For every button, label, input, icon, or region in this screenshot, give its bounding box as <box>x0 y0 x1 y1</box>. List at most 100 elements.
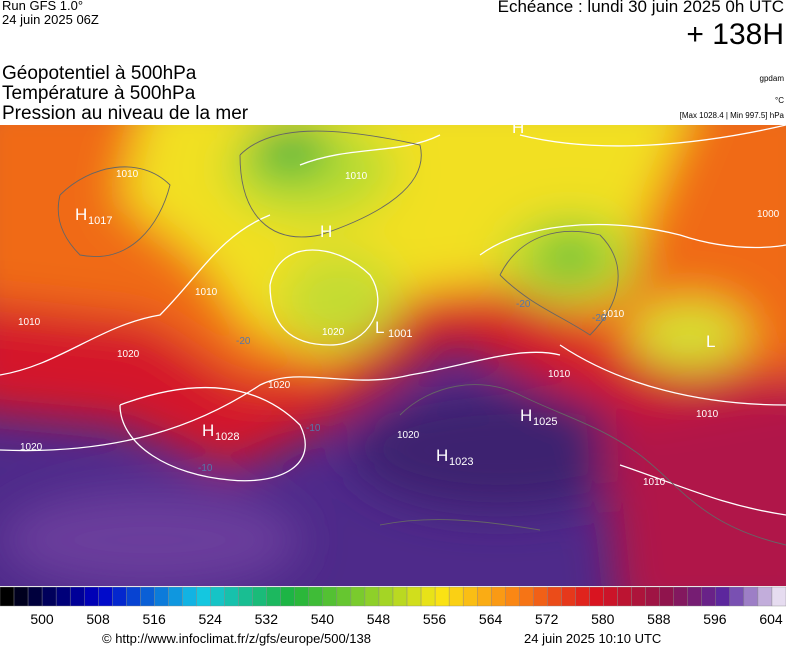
isotherm-label: -20 <box>516 299 531 310</box>
center-kind: H <box>436 446 448 465</box>
color-swatch <box>238 586 253 607</box>
color-swatch <box>364 586 380 607</box>
center-kind: H <box>202 421 214 440</box>
color-swatch <box>224 586 239 607</box>
color-swatch <box>547 586 562 607</box>
color-swatch <box>533 586 548 607</box>
color-swatch <box>771 586 786 607</box>
color-swatch <box>41 586 57 607</box>
unit: [Max 1028.4 | Min 997.5] hPa <box>679 111 784 120</box>
color-swatch <box>701 586 717 607</box>
center-value: 1025 <box>533 416 557 428</box>
isobar-label: 1010 <box>195 287 218 298</box>
color-swatch <box>69 586 85 607</box>
colorbar-label: 500 <box>30 611 54 627</box>
center-value: 1017 <box>88 215 112 227</box>
isotherm-label: -10 <box>198 463 213 474</box>
color-swatch <box>210 586 225 607</box>
color-swatch <box>84 586 99 607</box>
colorbar-label: 564 <box>479 611 503 627</box>
isobar-label: 1010 <box>696 409 719 420</box>
source-url: © http://www.infoclimat.fr/z/gfs/europe/… <box>102 631 371 646</box>
color-swatch <box>687 586 702 607</box>
color-swatch <box>55 586 71 607</box>
isobar-label: 1010 <box>548 369 571 380</box>
center-value: 1028 <box>215 431 239 443</box>
center-kind: H <box>512 125 524 137</box>
isobar-label: 1020 <box>20 442 43 453</box>
color-swatch <box>406 586 422 607</box>
colorbar-label: 532 <box>255 611 279 627</box>
isobars <box>0 125 786 516</box>
colorbar-label: 540 <box>311 611 335 627</box>
color-swatch <box>561 586 576 607</box>
isobar-label: 1010 <box>345 171 368 182</box>
color-swatch <box>350 586 366 607</box>
field: Pression au niveau de la mer <box>2 103 249 124</box>
color-swatch <box>112 586 127 607</box>
color-swatch <box>603 586 618 607</box>
colorbar-label: 524 <box>199 611 223 627</box>
center-kind: L <box>375 318 384 337</box>
color-swatch <box>420 586 436 607</box>
field: Température à 500hPa <box>2 83 196 104</box>
center-kind: H <box>520 406 532 425</box>
center-value: 1023 <box>449 456 473 468</box>
isobar-label: 1020 <box>397 430 420 441</box>
colorbar-label: 548 <box>367 611 391 627</box>
color-swatch <box>196 586 211 607</box>
color-swatch <box>322 586 338 607</box>
color-swatch <box>0 586 15 607</box>
color-swatch <box>168 586 183 607</box>
isobar-label: 1010 <box>602 309 625 320</box>
run: Run GFS 1.0° <box>2 0 84 13</box>
color-swatch <box>743 586 759 607</box>
color-swatch <box>434 586 450 607</box>
color-swatch <box>729 586 745 607</box>
isobar-label: 1010 <box>18 317 41 328</box>
center-kind: H <box>320 222 332 241</box>
isobar-label: 1020 <box>268 380 291 391</box>
color-swatch <box>715 586 731 607</box>
isotherm-label: -10 <box>306 423 321 434</box>
colorbar-label: 556 <box>423 611 447 627</box>
color-swatch <box>182 586 197 607</box>
color-swatch <box>294 586 309 607</box>
center-kind: L <box>706 332 715 351</box>
center-value: 1001 <box>388 328 412 340</box>
color-swatch <box>519 586 534 607</box>
center-kind: H <box>75 205 87 224</box>
color-swatch <box>491 586 506 607</box>
timestamp: 24 juin 2025 10:10 UTC <box>524 631 662 646</box>
color-swatch <box>140 586 155 607</box>
isobar-label: 1000 <box>757 209 780 220</box>
color-swatch <box>645 586 660 607</box>
color-swatch <box>673 586 688 607</box>
color-swatch <box>757 586 773 607</box>
coastlines <box>57 130 786 546</box>
color-swatch <box>154 586 169 607</box>
color-swatch <box>336 586 352 607</box>
colorbar-label: 588 <box>647 611 671 627</box>
colorbar-label: 604 <box>759 611 783 627</box>
color-swatch <box>448 586 464 607</box>
color-swatch <box>392 586 408 607</box>
colorbar: 500 508 516 524 532 540 548 556 564 572 580 588 596 6… <box>0 586 786 627</box>
field: Géopotentiel à 500hPa <box>2 63 197 84</box>
color-swatch <box>462 586 478 607</box>
lead-time: + 138H <box>686 18 784 51</box>
color-swatch <box>631 586 646 607</box>
color-swatch <box>126 586 141 607</box>
isotherm-label: -20 <box>592 313 607 324</box>
color-swatch <box>27 586 43 607</box>
color-swatch <box>617 586 632 607</box>
isobar-label: 1020 <box>117 349 140 360</box>
color-swatch <box>98 586 113 607</box>
colorbar-label: 580 <box>591 611 615 627</box>
color-swatch <box>575 586 590 607</box>
color-swatch <box>308 586 324 607</box>
unit: gpdam <box>759 74 784 83</box>
color-swatch <box>252 586 267 607</box>
